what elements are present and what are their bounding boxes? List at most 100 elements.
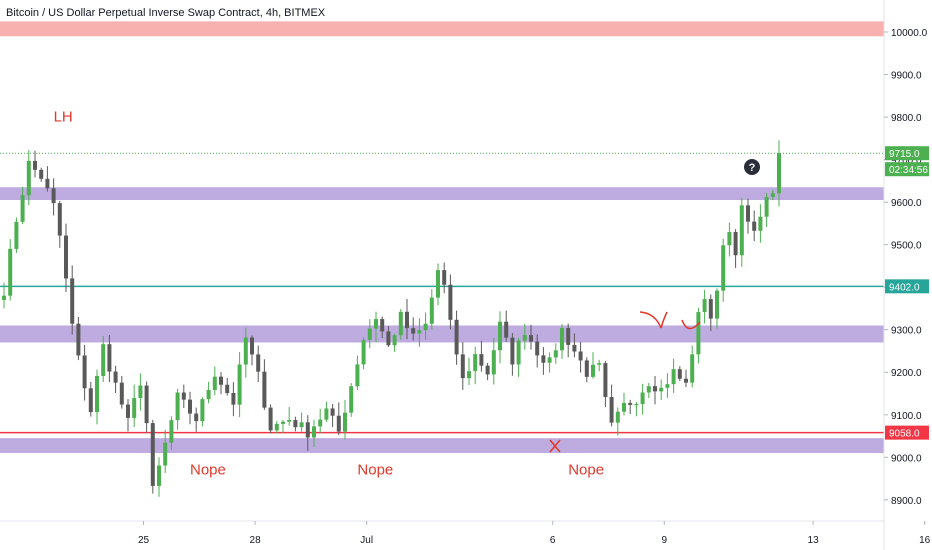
y-tick-label: 9000.0 (891, 453, 922, 464)
candle-body (76, 323, 81, 356)
candle-body (485, 365, 490, 375)
candle-body (578, 351, 583, 361)
countdown-tag-bg (885, 162, 929, 177)
countdown-tag-label: 02:34:56 (889, 165, 928, 176)
candle-body (622, 402, 626, 412)
candle-body (417, 330, 422, 334)
candle-body (237, 364, 242, 405)
candle-body (243, 337, 248, 365)
annotation-label: Nope (190, 461, 226, 478)
y-tick-label: 9300.0 (891, 326, 922, 337)
candle-body (752, 221, 757, 231)
candle-body (615, 411, 620, 423)
candle-body (312, 426, 316, 438)
candle-body (677, 369, 682, 379)
candle-body (628, 402, 633, 405)
candle-body (634, 404, 639, 406)
candle-body (398, 311, 403, 336)
candle-body (119, 382, 124, 405)
candle-body (665, 384, 670, 388)
candle-body (708, 299, 713, 319)
candle-body (70, 278, 75, 324)
candle-body (584, 360, 589, 377)
candle-body (516, 340, 521, 365)
candle-body (225, 384, 230, 393)
level-price-tag-0-bg (885, 279, 929, 294)
hand-mark-arrow (639, 311, 668, 329)
candle-body (64, 235, 68, 279)
candle-body (231, 393, 236, 405)
candle-body (442, 270, 447, 285)
y-tick-label: 8900.0 (891, 496, 922, 507)
candle-body (281, 421, 285, 424)
candle-body (330, 408, 335, 416)
candle-body (405, 311, 409, 329)
candle-body (448, 284, 453, 320)
candle-body (107, 344, 112, 372)
candle-body (212, 376, 217, 390)
price-tags-layer: 9402.0 9058.0 9715.0 02:34:56 (885, 146, 929, 440)
y-tick-label: 9100.0 (891, 411, 922, 422)
candle-body (721, 245, 726, 291)
candle-body (429, 297, 434, 324)
candle-body (591, 364, 595, 377)
candle-body (113, 371, 118, 383)
candle-body (8, 248, 13, 296)
x-tick-label: 6 (550, 535, 556, 546)
candle-body (324, 408, 329, 420)
candle-body (144, 385, 149, 424)
candle-body (51, 188, 56, 204)
candle-body (132, 398, 137, 418)
x-tick-label: 25 (138, 535, 150, 546)
candle-body (126, 404, 130, 418)
candle-body (454, 319, 459, 355)
candle-body (157, 465, 161, 486)
y-tick-label: 9900.0 (891, 71, 922, 82)
candle-body (436, 270, 440, 298)
candle-body (411, 328, 416, 334)
candle-body (479, 354, 484, 366)
candle-body (336, 415, 341, 432)
candle-body (646, 386, 651, 393)
zone-band-0 (0, 21, 884, 37)
last-price-tag-label: 9715.0 (889, 149, 920, 160)
candle-body (690, 354, 695, 383)
candle-body (318, 419, 323, 427)
annotations-layer: LH Nope Nope Nope? (54, 108, 760, 478)
candle-body (380, 319, 385, 332)
candle-body (175, 392, 180, 421)
y-tick-label: 10000.0 (891, 28, 928, 39)
time-axis[interactable]: 2528Jul691316202327 (138, 521, 932, 546)
candle-body (640, 392, 645, 405)
y-tick-label: 9500.0 (891, 241, 922, 252)
candle-body (560, 328, 564, 351)
zones-layer (0, 21, 884, 454)
candle-body (522, 335, 527, 341)
y-tick-label: 9200.0 (891, 368, 922, 379)
candle-body (274, 423, 279, 431)
chart-title: Bitcoin / US Dollar Perpetual Inverse Sw… (6, 7, 326, 19)
candle-body (169, 420, 174, 443)
candle-body (696, 312, 701, 355)
y-tick-label: 9700.0 (891, 156, 922, 167)
candle-body (510, 337, 515, 365)
candle-body (770, 193, 775, 198)
candle-body (671, 369, 676, 385)
annotation-label: LH (54, 108, 73, 125)
candle-body (57, 203, 62, 236)
candle-body (150, 423, 155, 486)
candle-body (392, 335, 397, 346)
candle-body (603, 363, 608, 398)
candle-body (188, 399, 192, 414)
candle-body (39, 169, 44, 179)
x-tick-label: 28 (250, 535, 262, 546)
zone-band-1 (0, 187, 884, 200)
candle-body (715, 290, 719, 319)
candle-body (566, 328, 571, 345)
zone-band-3 (0, 438, 884, 454)
candle-body (609, 397, 614, 423)
candle-body (541, 355, 546, 363)
candle-body (268, 407, 273, 431)
candle-body (702, 299, 707, 313)
